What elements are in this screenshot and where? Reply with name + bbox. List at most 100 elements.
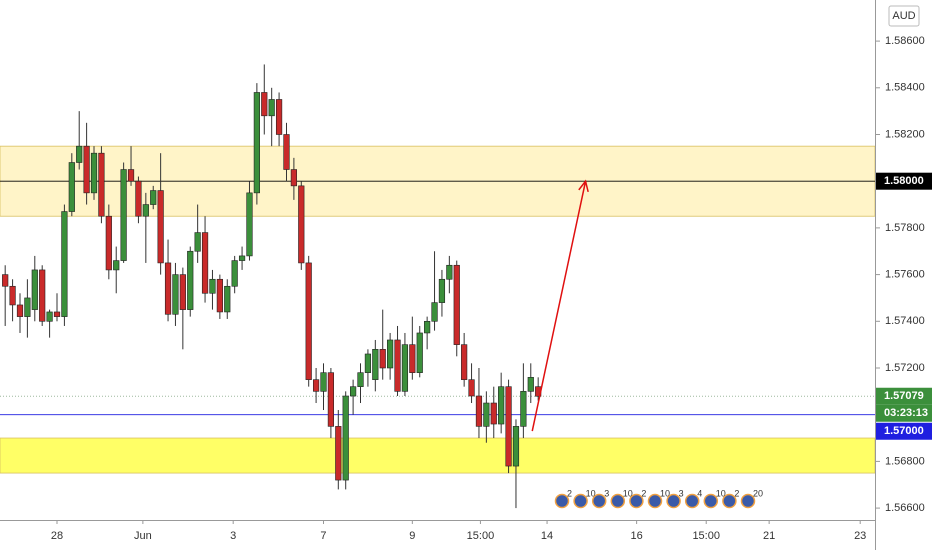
candle-body: [157, 190, 164, 264]
y-tick-label: 1.58200: [885, 128, 925, 140]
event-count: 2: [734, 488, 739, 498]
x-tick-label: 21: [763, 530, 775, 542]
candle-body: [364, 353, 372, 373]
event-count: 3: [679, 488, 684, 498]
candle-body: [113, 260, 120, 271]
candle-body: [231, 260, 238, 287]
event-icon: [610, 493, 626, 509]
x-tick-label: 28: [51, 530, 63, 542]
y-tick-label: 1.57800: [885, 222, 925, 234]
candle-body: [342, 395, 349, 481]
event-count: 10: [623, 488, 633, 498]
current-price-label: 1.57079: [884, 390, 924, 402]
event-icon: [591, 493, 607, 509]
candle-body: [283, 134, 290, 170]
x-tick-label: Jun: [134, 530, 152, 542]
y-tick-label: 1.57600: [885, 268, 925, 280]
candle-body: [209, 278, 216, 294]
candle-body: [31, 269, 38, 310]
candle-body: [253, 92, 260, 194]
candle-body: [238, 255, 246, 261]
candle-body: [68, 162, 75, 212]
candle-body: [350, 386, 357, 397]
event-icon: [684, 493, 700, 509]
candle-body: [409, 344, 416, 373]
candle-body: [387, 339, 394, 369]
y-tick-label: 1.58600: [885, 35, 925, 47]
candle-body: [9, 285, 16, 306]
event-count: 20: [753, 488, 763, 498]
event-icon: [666, 493, 681, 509]
candle-body: [90, 152, 98, 194]
candle-body: [127, 169, 135, 182]
candle-body: [290, 169, 297, 187]
candle-body: [483, 402, 490, 427]
x-tick-label: 16: [631, 530, 643, 542]
candle-body: [490, 402, 497, 425]
x-tick-label: 14: [541, 530, 553, 542]
level-label: 1.58000: [884, 175, 924, 187]
event-count: 10: [586, 488, 596, 498]
x-tick-label: 7: [320, 530, 326, 542]
candle-body: [379, 349, 386, 369]
candle-body: [61, 211, 68, 317]
candle-body: [216, 278, 223, 313]
event-icon: [554, 493, 570, 509]
countdown-label-box: [876, 404, 932, 422]
event-count: 3: [604, 488, 609, 498]
candle-body: [120, 169, 127, 261]
candle-body: [416, 332, 423, 373]
candle-body: [172, 274, 179, 315]
candle-body: [150, 190, 157, 205]
candle-body: [275, 99, 283, 135]
candle-body: [357, 372, 364, 387]
candle-body: [424, 320, 431, 334]
candle-body: [468, 379, 475, 397]
event-icon: [740, 493, 756, 509]
event-count: 10: [716, 488, 726, 498]
candle-body: [98, 152, 105, 217]
candle-body: [53, 311, 61, 317]
candle-body: [261, 92, 268, 117]
candle-body: [505, 386, 512, 467]
current-price-label-box: [876, 387, 932, 405]
candle-body: [135, 180, 142, 217]
x-tick-label: 23: [854, 530, 866, 542]
candle-body: [498, 386, 505, 425]
zone: [0, 437, 876, 474]
candle-body: [46, 311, 53, 322]
candle-body: [512, 426, 520, 467]
candle-body: [401, 344, 409, 392]
candle-body: [83, 145, 90, 194]
candle-body: [438, 278, 446, 303]
candle-body: [2, 274, 9, 287]
event-icon: [703, 493, 719, 509]
event-count: 10: [660, 488, 670, 498]
x-tick-label: 15:00: [467, 530, 495, 542]
candle-body: [16, 304, 24, 317]
x-tick-label: 15:00: [692, 530, 720, 542]
y-tick-label: 1.56800: [885, 455, 925, 467]
candle-body: [327, 372, 335, 427]
candle-body: [461, 344, 468, 380]
currency: AUD: [892, 10, 915, 22]
candle-body: [446, 264, 453, 280]
candle-body: [187, 250, 194, 310]
candle-body: [453, 264, 460, 345]
candle-body: [105, 215, 112, 271]
candle-body: [179, 274, 186, 310]
level-label: 1.57000: [884, 425, 924, 437]
event-count: 2: [567, 488, 572, 498]
candle-body: [312, 379, 320, 392]
y-tick-label: 1.57400: [885, 315, 925, 327]
candle-body: [164, 262, 172, 315]
candle-body: [320, 372, 327, 392]
candle-body: [39, 269, 46, 322]
candle-body: [194, 232, 201, 252]
event-count: 2: [641, 488, 646, 498]
x-tick-label: 9: [409, 530, 415, 542]
event-icon: [722, 493, 737, 509]
y-tick-label: 1.57200: [885, 362, 925, 374]
